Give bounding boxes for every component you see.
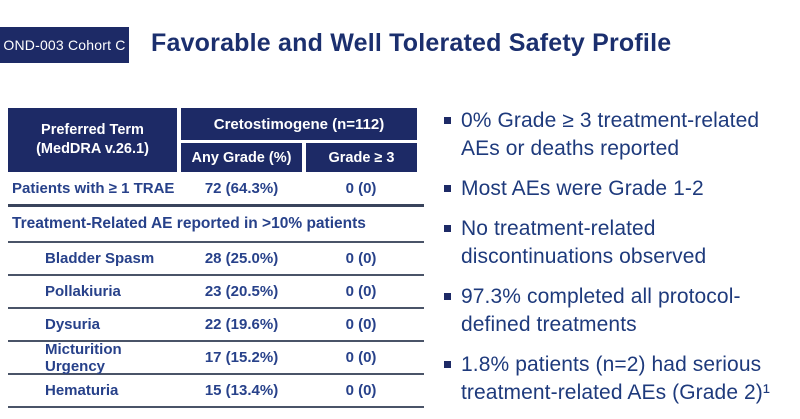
- bullet-text: Most AEs were Grade 1-2: [461, 177, 704, 200]
- bullet-square-icon: [444, 361, 451, 368]
- divider: [8, 340, 424, 342]
- grade3-header-cell: Grade ≥ 3: [306, 143, 417, 172]
- table-row: Bladder Spasm 28 (25.0%) 0 (0): [8, 243, 424, 274]
- table-row: Micturition Urgency 17 (15.2%) 0 (0): [8, 340, 424, 375]
- divider: [8, 373, 424, 375]
- list-item: 97.3% completed all protocol-defined tre…: [444, 283, 800, 339]
- grade3-value: 0 (0): [345, 250, 377, 267]
- key-findings-list: 0% Grade ≥ 3 treatment-related AEs or de…: [444, 107, 800, 419]
- cohort-badge: OND-003 Cohort C: [0, 27, 129, 63]
- bullet-square-icon: [444, 185, 451, 192]
- bullet-text: 1.8% patients (n=2) had serious treatmen…: [461, 353, 770, 404]
- any-grade-value: 72 (64.3%): [204, 179, 279, 197]
- bullet-text: No treatment-related discontinuations ob…: [461, 217, 707, 268]
- row-label: Pollakiuria: [45, 283, 121, 300]
- table-row: Dysuria 22 (19.6%) 0 (0): [8, 309, 424, 340]
- preferred-term-header-cell: Preferred Term (MedDRA v.26.1): [8, 108, 177, 172]
- list-item: No treatment-related discontinuations ob…: [444, 215, 800, 271]
- table-section-header: Treatment-Related AE reported in >10% pa…: [12, 215, 366, 232]
- table-row: Hematuria 15 (13.4%) 0 (0): [8, 375, 424, 406]
- safety-table: Preferred Term (MedDRA v.26.1) Cretostim…: [8, 108, 424, 408]
- divider: [8, 307, 424, 309]
- list-item: 1.8% patients (n=2) had serious treatmen…: [444, 351, 800, 407]
- any-grade-header-cell: Any Grade (%): [181, 143, 302, 172]
- row-label: Bladder Spasm: [45, 250, 155, 267]
- group-header-block: Cretostimogene (n=112) Any Grade (%) Gra…: [181, 108, 417, 172]
- list-item: 0% Grade ≥ 3 treatment-related AEs or de…: [444, 107, 800, 163]
- bullet-text: 0% Grade ≥ 3 treatment-related AEs or de…: [461, 109, 760, 160]
- table-header: Preferred Term (MedDRA v.26.1) Cretostim…: [8, 108, 424, 172]
- grade3-value: 0 (0): [345, 316, 377, 333]
- bullet-text: 97.3% completed all protocol-defined tre…: [461, 285, 741, 336]
- table-row-summary: Patients with ≥ 1 TRAE 72 (64.3%) 0 (0): [8, 172, 424, 204]
- grade3-value: 0 (0): [345, 283, 377, 300]
- divider: [8, 274, 424, 276]
- preferred-term-line2: (MedDRA v.26.1): [36, 141, 149, 157]
- any-grade-value: 23 (20.5%): [204, 283, 279, 300]
- bullet-square-icon: [444, 225, 451, 232]
- grade3-value: 0 (0): [345, 382, 377, 399]
- row-label: Hematuria: [45, 382, 119, 399]
- subheader-row: Any Grade (%) Grade ≥ 3: [181, 143, 417, 172]
- any-grade-value: 17 (15.2%): [204, 349, 279, 366]
- group-header-cell: Cretostimogene (n=112): [181, 108, 417, 140]
- grade3-value: 0 (0): [345, 179, 377, 197]
- any-grade-value: 22 (19.6%): [204, 316, 279, 333]
- bullet-square-icon: [444, 117, 451, 124]
- row-label: Micturition Urgency: [45, 340, 122, 375]
- divider: [8, 241, 424, 243]
- any-grade-value: 28 (25.0%): [204, 250, 279, 267]
- slide-title: Favorable and Well Tolerated Safety Prof…: [151, 29, 672, 57]
- preferred-term-line1: Preferred Term: [41, 122, 144, 138]
- row-label: Patients with ≥ 1 TRAE: [12, 179, 175, 197]
- row-label: Dysuria: [45, 316, 101, 333]
- divider: [8, 406, 424, 408]
- table-row: Pollakiuria 23 (20.5%) 0 (0): [8, 276, 424, 307]
- any-grade-value: 15 (13.4%): [204, 382, 279, 399]
- divider: [8, 204, 424, 207]
- grade3-value: 0 (0): [345, 349, 377, 366]
- list-item: Most AEs were Grade 1-2: [444, 175, 800, 203]
- bullet-square-icon: [444, 293, 451, 300]
